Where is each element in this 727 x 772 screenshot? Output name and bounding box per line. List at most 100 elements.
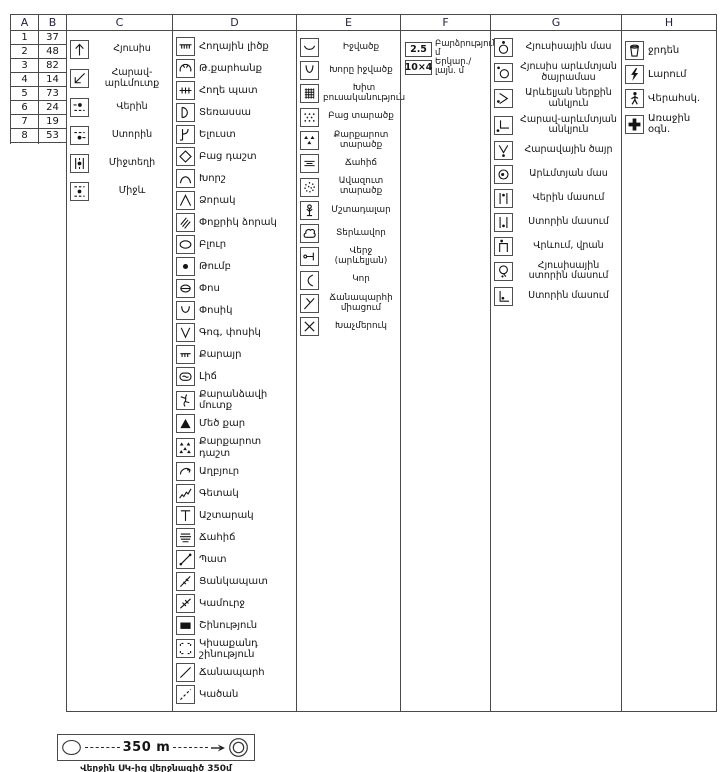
arrow-downleft-icon: [70, 69, 89, 89]
north-part-icon: [494, 38, 513, 57]
legend-item-label: Քարայր: [199, 348, 242, 360]
legend-item-label: Փոքրիկ ձորակ: [199, 216, 277, 228]
legend-item: Ճանապարհի միացում: [300, 293, 399, 314]
legend-item-label: Խորշ: [199, 172, 226, 184]
deep-depression-icon: [300, 61, 319, 80]
row-index-cell: 2: [11, 45, 38, 59]
legend-item-label: Թ.քարհանք: [199, 62, 262, 74]
column-header-a: A: [10, 15, 38, 30]
dimension-item: 2.5 Բարձրություն մ: [405, 39, 498, 59]
column-e-appearance: Իջվածք Խորը իջվածք Խիտ բուսականություն Բ…: [296, 31, 405, 712]
hollow-v-icon: [176, 323, 195, 342]
legend-item-label: Ճահիճ: [344, 157, 377, 168]
legend-item-label: Ստորին մասում: [528, 215, 609, 227]
legend-item-label: Խիտ բուսականություն: [323, 83, 406, 103]
legend-item: Վերին մասում: [494, 188, 620, 208]
ravine-icon: [176, 191, 195, 210]
dimension-item: 10×4 Երկար./լայն. մ: [405, 57, 490, 77]
pit-icon: [176, 279, 195, 298]
legend-item: Հարավ-արևմուտք: [70, 67, 171, 89]
legend-item-label: Վերին: [116, 101, 148, 113]
column-header-b: B: [38, 15, 66, 30]
sw-corner-icon: [494, 115, 513, 135]
legend-item: Ճահիճ: [300, 154, 399, 174]
marsh-icon: [176, 527, 195, 547]
legend-item: Հարավ-արևմտյան անկյուն: [494, 113, 620, 136]
column-f-dimensions: 2.5 Բարձրություն մ 10×4 Երկար./լայն. մ: [400, 31, 498, 712]
legend-item-label: Բլուր: [199, 238, 227, 250]
legend-item: Հյուսիս: [70, 40, 171, 59]
legend-item-label: Առաջին օգն.: [648, 113, 691, 136]
legend-item-label: Քարքարոտ դաշտ: [199, 436, 262, 459]
legend-item-label: Տեռասսա: [199, 106, 252, 118]
legend-item: Հյուսիս արևմտյան ծայրամաս: [494, 61, 620, 83]
open-diamond-icon: [176, 147, 195, 166]
upper-part-bars-icon: [494, 188, 513, 208]
legend-item-label: Ստորին: [111, 129, 153, 141]
column-header-h: H: [621, 15, 717, 30]
depression-icon: [300, 38, 319, 57]
legend-item-label: Ցանկապատ: [199, 575, 268, 587]
legend-item-label: Շինություն: [199, 619, 258, 631]
legend-item-label: Պատ: [199, 553, 227, 565]
legend-item-label: Փոս: [199, 282, 220, 294]
rocky-field-icon: [176, 438, 195, 458]
legend-item-label: Աղբյուր: [199, 465, 240, 477]
mound-icon: [176, 257, 195, 276]
legend-item: Շինություն: [176, 615, 295, 635]
legend-item: Քարայր: [176, 345, 295, 364]
scale-distance: 350 m: [122, 740, 171, 755]
earth-bank-icon: [176, 37, 195, 56]
legend-item-label: Բաց տարածք: [328, 111, 394, 122]
legend-item-label: Տերևավոր: [336, 227, 386, 238]
row-index-cell: 6: [11, 101, 38, 115]
road-icon: [176, 663, 195, 683]
legend-item-label: Բաց դաշտ: [199, 150, 257, 162]
path-icon: [176, 685, 195, 705]
column-header-c: C: [66, 15, 172, 30]
legend-item-label: Լիճ: [199, 370, 217, 382]
legend-item-label: Հարավ-արևմտյան անկյուն: [520, 113, 617, 136]
tower-icon: [176, 505, 195, 525]
end-east-icon: [300, 247, 319, 267]
legend-item-label: Միջտեղի: [108, 157, 156, 169]
legend-item-label: Ճանապարհ: [199, 667, 265, 679]
legend-item: Թ.քարհանք: [176, 59, 295, 78]
legend-item: Տեռասսա: [176, 103, 295, 122]
legend-item-label: Հարավ-արևմուտք: [104, 67, 160, 89]
legend-item: Հյուսիսային մաս: [494, 38, 620, 57]
evergreen-tree-icon: [300, 201, 319, 221]
legend-item-label: Վերահսկ.: [648, 92, 701, 104]
legend-item-label: Քարքարոտ տարածք: [333, 129, 389, 150]
legend-item: Հարավային ծայր: [494, 140, 620, 160]
legend-item-label: Հյուսիսային ստորին մասում: [528, 259, 609, 282]
arrow-up-icon: [70, 40, 89, 59]
legend-item: Կոր: [300, 270, 399, 290]
legend-item: Արևելյան ներքին անկյուն: [494, 87, 620, 109]
lower-corner-icon: [494, 287, 513, 306]
legend-item: Հյուսիսային ստորին մասում: [494, 259, 620, 282]
legend-item-label: ջրդեն: [648, 44, 680, 56]
legend-item: Հողե պատ: [176, 81, 295, 100]
legend-item-label: Կիսաքանդ շինություն: [199, 637, 258, 660]
dense-vegetation-icon: [300, 84, 319, 104]
legend-item: Բլուր: [176, 235, 295, 254]
big-rock-icon: [176, 414, 195, 434]
legend-item: Ճանապարհ: [176, 663, 295, 683]
row-value-cell: 82: [39, 59, 66, 73]
legend-item-label: Ավազուտ տարածք: [338, 176, 384, 197]
legend-item-label: Վերին մասում: [532, 191, 605, 203]
legend-item-label: Մեծ քար: [199, 418, 246, 430]
fence-icon: [176, 571, 195, 591]
lake-icon: [176, 367, 195, 386]
legend-item-label: Արևմտյան մաս: [529, 167, 608, 179]
legend-item: Տերևավոր: [300, 224, 399, 244]
marsh-small-icon: [300, 154, 319, 174]
south-end-icon: [494, 140, 513, 160]
legend-item: Խաչմերուկ: [300, 317, 399, 337]
legend-item-label: Խորը իջվածք: [329, 64, 393, 75]
legend-item: Միջտեղի: [70, 154, 171, 174]
ruin-icon: [176, 639, 195, 659]
cave-entrance-icon: [176, 390, 195, 410]
